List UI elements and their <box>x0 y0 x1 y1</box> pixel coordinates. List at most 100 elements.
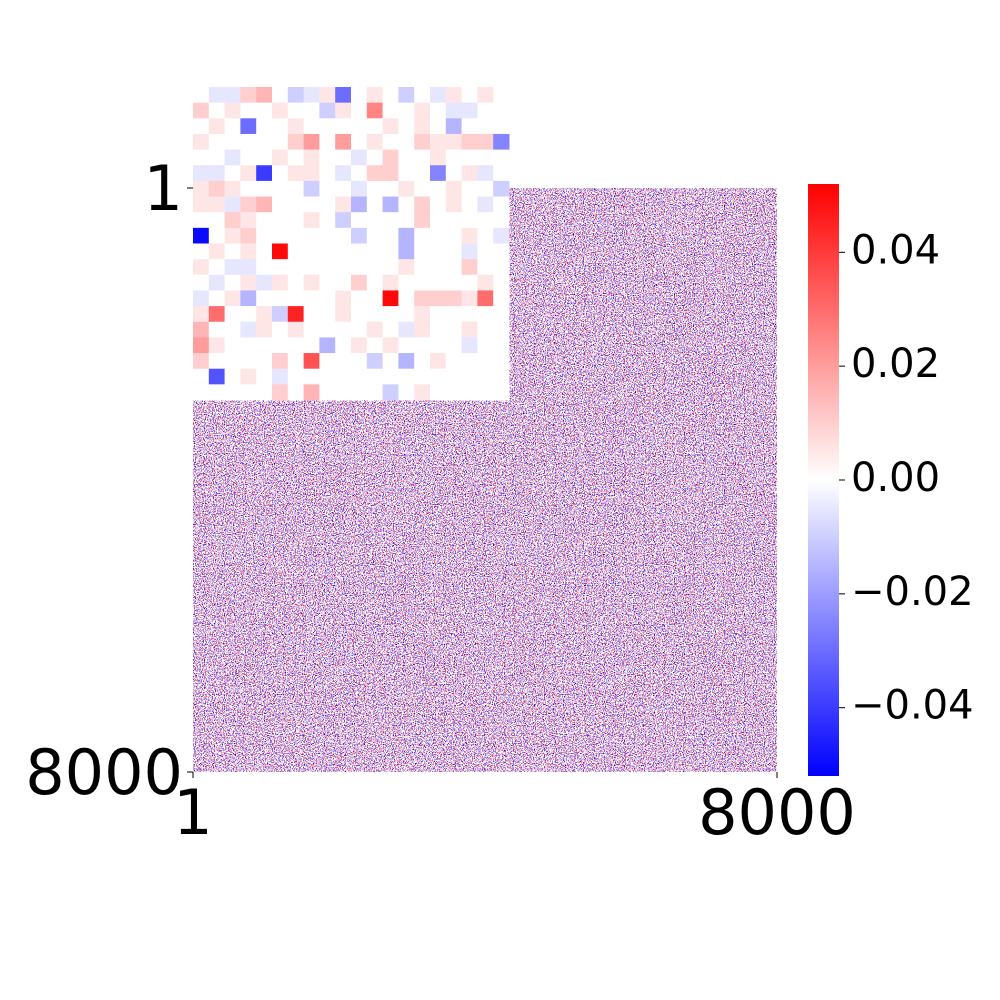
heatmap-cell <box>256 384 273 401</box>
heatmap-cell <box>335 196 352 213</box>
heatmap-cell <box>335 321 352 338</box>
heatmap-cell <box>193 87 210 104</box>
heatmap-cell <box>477 259 494 276</box>
heatmap-cell <box>319 196 336 213</box>
heatmap-cell <box>366 212 384 229</box>
heatmap-cell <box>256 196 273 213</box>
heatmap-cell <box>193 259 210 276</box>
x-tick-label: 8000 <box>698 776 856 849</box>
heatmap-cell <box>208 149 226 166</box>
heatmap-cell <box>224 353 241 370</box>
heatmap-cell <box>430 180 447 198</box>
heatmap-cell <box>430 368 447 385</box>
heatmap-cell <box>272 87 289 104</box>
heatmap-cell <box>493 368 510 385</box>
heatmap-cell <box>445 384 463 401</box>
heatmap-cell <box>224 165 241 182</box>
heatmap-cell <box>319 274 336 291</box>
heatmap-cell <box>414 274 431 291</box>
heatmap-cell <box>351 290 368 307</box>
heatmap-cell <box>208 306 226 323</box>
heatmap-cell <box>398 384 415 401</box>
heatmap-cell <box>398 337 415 354</box>
heatmap-cell <box>382 368 399 385</box>
heatmap-cell <box>414 165 431 182</box>
heatmap-cell <box>272 227 289 244</box>
heatmap-cell <box>272 306 289 323</box>
heatmap-cell <box>272 133 289 151</box>
heatmap-cell <box>477 321 494 338</box>
heatmap-cell <box>272 353 289 370</box>
heatmap-cell <box>193 243 210 260</box>
heatmap-cell <box>398 180 415 198</box>
heatmap-cell <box>366 102 384 119</box>
heatmap-cell <box>493 243 510 260</box>
heatmap-cell <box>303 306 320 323</box>
heatmap-cell <box>287 102 305 119</box>
heatmap-cell <box>414 306 431 323</box>
heatmap-cell <box>414 227 431 244</box>
heatmap-cell <box>430 306 447 323</box>
heatmap-cell <box>398 212 415 229</box>
heatmap-cell <box>303 87 320 104</box>
heatmap-cell <box>430 243 447 260</box>
heatmap-cell <box>193 196 210 213</box>
heatmap-cell <box>319 149 336 166</box>
heatmap-cell <box>351 259 368 276</box>
heatmap-cell <box>430 118 447 135</box>
heatmap-cell <box>272 118 289 135</box>
heatmap-cell <box>366 227 384 244</box>
heatmap-cell <box>287 165 305 182</box>
heatmap-cell <box>208 87 226 104</box>
heatmap-cell <box>272 102 289 119</box>
heatmap-cell <box>193 118 210 135</box>
heatmap-cell <box>493 321 510 338</box>
heatmap-cell <box>303 368 320 385</box>
heatmap-cell <box>351 243 368 260</box>
heatmap-cell <box>256 259 273 276</box>
heatmap-cell <box>398 227 415 244</box>
heatmap-cell <box>240 306 257 323</box>
heatmap-cell <box>303 102 320 119</box>
heatmap-cell <box>208 212 226 229</box>
heatmap-cell <box>272 180 289 198</box>
heatmap-cell <box>493 274 510 291</box>
heatmap-cell <box>208 290 226 307</box>
heatmap-cell <box>493 227 510 244</box>
heatmap-cell <box>414 149 431 166</box>
heatmap-cell <box>430 102 447 119</box>
inset-heatmap <box>193 87 510 401</box>
heatmap-cell <box>366 149 384 166</box>
heatmap-cell <box>193 274 210 291</box>
heatmap-cell <box>351 274 368 291</box>
heatmap-cell <box>382 290 399 307</box>
heatmap-cell <box>461 243 478 260</box>
heatmap-cell <box>398 368 415 385</box>
heatmap-cell <box>445 180 463 198</box>
heatmap-cell <box>461 321 478 338</box>
heatmap-cell <box>351 102 368 119</box>
heatmap-cell <box>303 337 320 354</box>
heatmap-cell <box>224 290 241 307</box>
heatmap-cell <box>477 149 494 166</box>
heatmap-cell <box>256 133 273 151</box>
heatmap-cell <box>272 337 289 354</box>
heatmap-cell <box>319 180 336 198</box>
heatmap-cell <box>319 118 336 135</box>
heatmap-cell <box>461 212 478 229</box>
heatmap-cell <box>208 337 226 354</box>
heatmap-cell <box>335 87 352 104</box>
heatmap-cell <box>193 102 210 119</box>
heatmap-cell <box>366 274 384 291</box>
heatmap-cell <box>287 368 305 385</box>
heatmap-cell <box>319 290 336 307</box>
heatmap-cell <box>193 306 210 323</box>
heatmap-cell <box>477 368 494 385</box>
heatmap-cell <box>193 227 210 244</box>
heatmap-cell <box>335 368 352 385</box>
heatmap-cell <box>477 196 494 213</box>
heatmap-cell <box>240 243 257 260</box>
heatmap-cell <box>445 165 463 182</box>
heatmap-cell <box>366 384 384 401</box>
heatmap-cell <box>224 274 241 291</box>
